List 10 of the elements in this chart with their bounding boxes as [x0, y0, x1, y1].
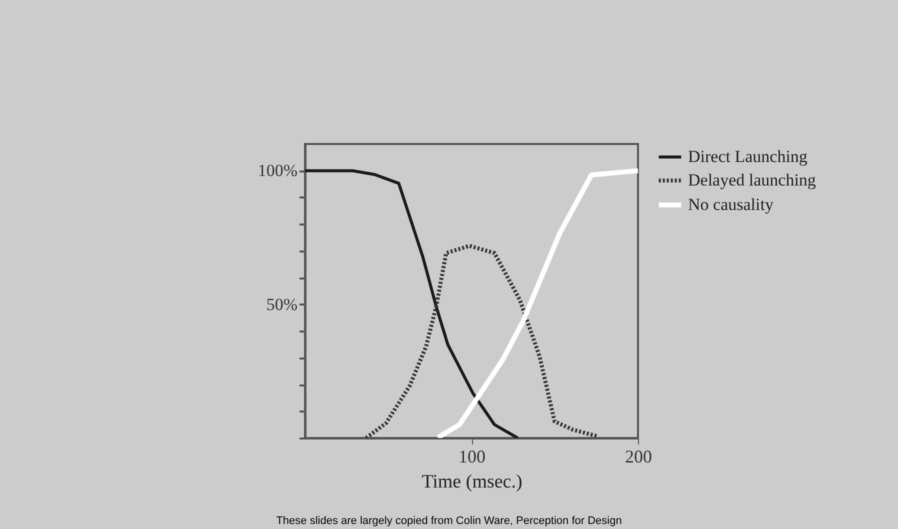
y-tick-label: 50% — [266, 294, 298, 314]
line-series — [305, 169, 520, 438]
y-tick-label: 100% — [258, 161, 298, 180]
text: These slides are largely copied from Colin Ware, Perception for Design — [276, 515, 622, 527]
x-tick-label: 200 — [625, 446, 652, 466]
x-tick-label: 100 — [458, 446, 486, 466]
legend-label: Direct Launching — [688, 147, 808, 166]
legend-label: No causality — [688, 195, 774, 214]
x-axis-title: Time (msec.) — [422, 472, 522, 492]
legend-label: Delayed launching — [688, 170, 816, 190]
